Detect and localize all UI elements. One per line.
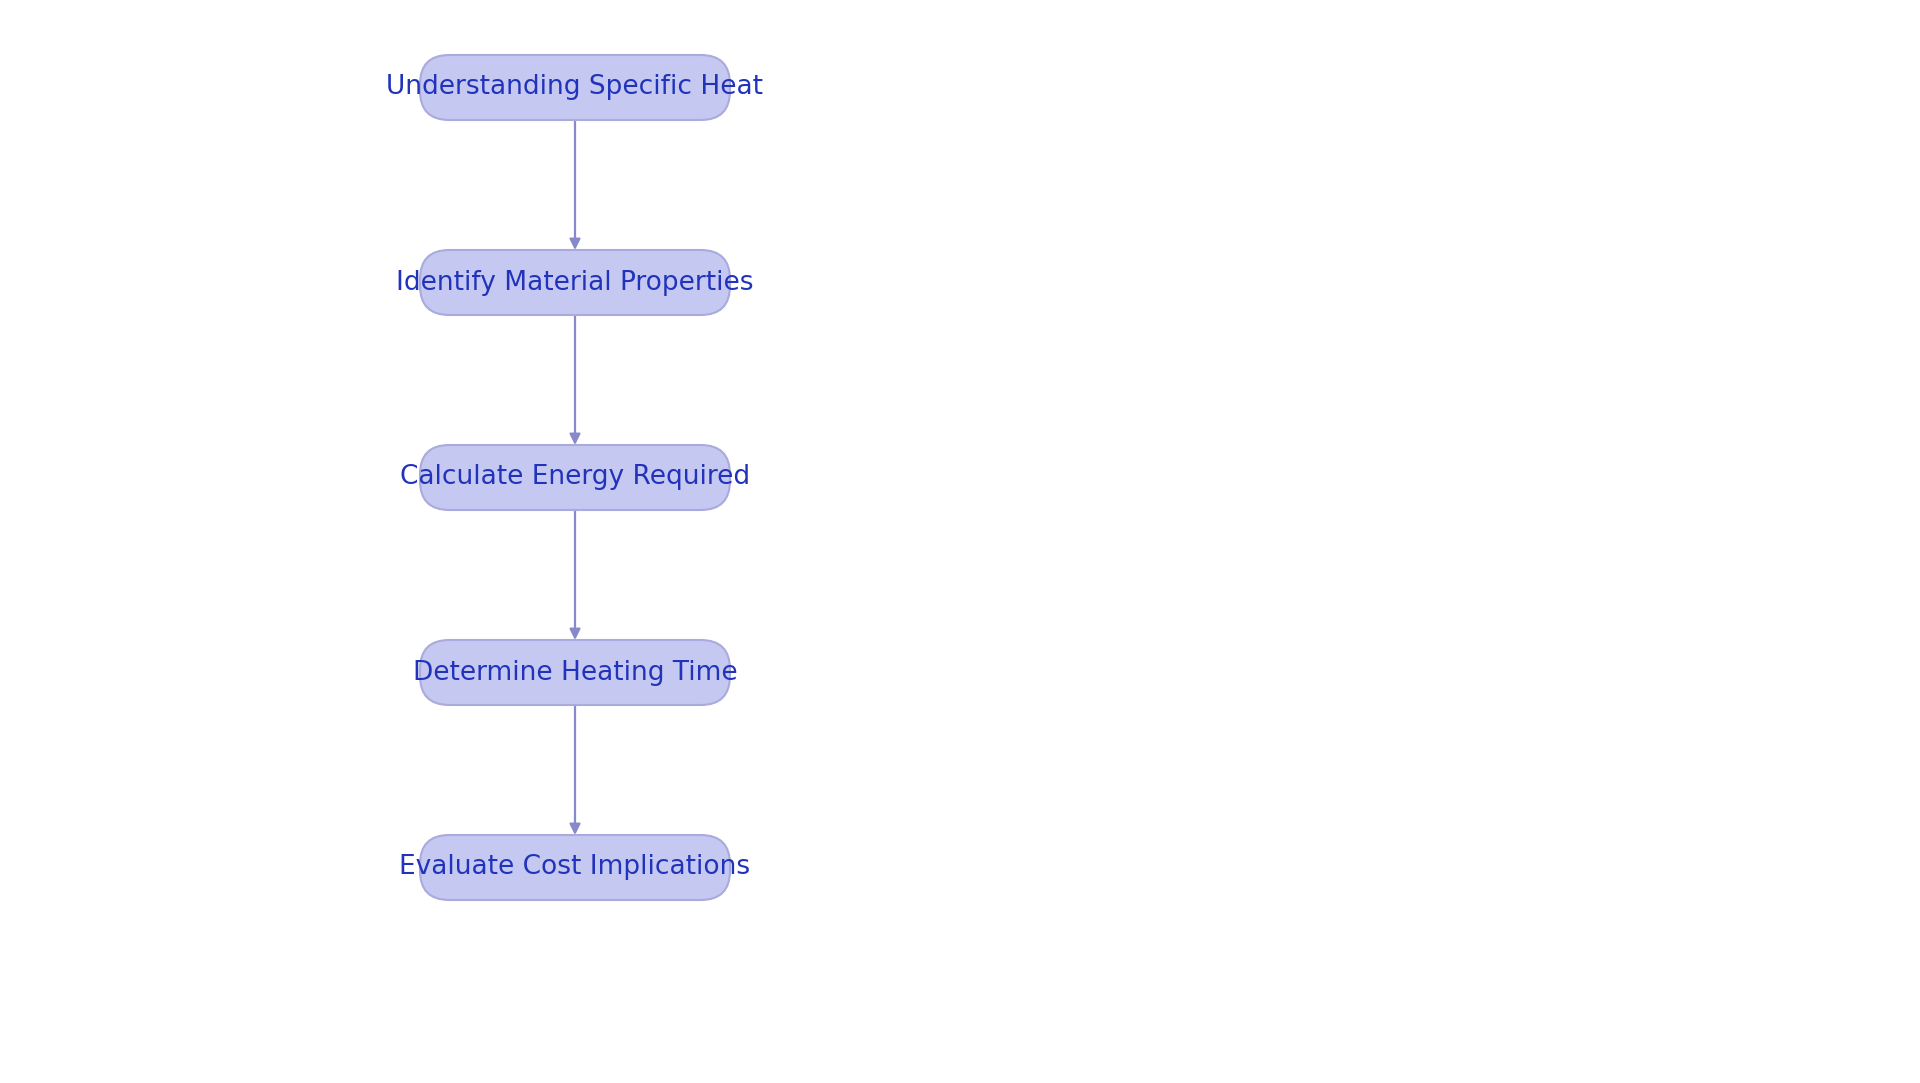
FancyBboxPatch shape	[420, 445, 730, 510]
FancyBboxPatch shape	[420, 640, 730, 705]
FancyBboxPatch shape	[420, 250, 730, 315]
Text: Identify Material Properties: Identify Material Properties	[396, 270, 755, 296]
FancyBboxPatch shape	[420, 55, 730, 120]
FancyBboxPatch shape	[420, 835, 730, 900]
Text: Understanding Specific Heat: Understanding Specific Heat	[386, 75, 764, 101]
Text: Evaluate Cost Implications: Evaluate Cost Implications	[399, 854, 751, 880]
Text: Determine Heating Time: Determine Heating Time	[413, 660, 737, 686]
Text: Calculate Energy Required: Calculate Energy Required	[399, 465, 751, 491]
